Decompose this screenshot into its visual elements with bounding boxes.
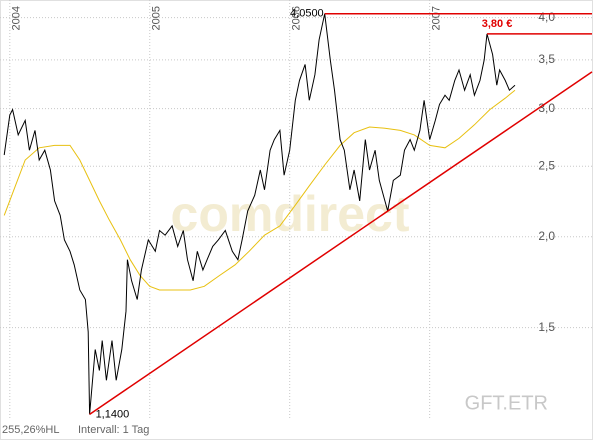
y-tick-label: 3,0: [538, 101, 555, 115]
y-tick-label: 3,5: [538, 52, 555, 66]
x-tick-label: 2007: [431, 6, 443, 30]
watermark: comdirect: [171, 186, 410, 242]
x-tick-label: 2006: [291, 6, 303, 30]
annotation: 3,80 €: [482, 18, 513, 30]
price-line: [3, 13, 516, 415]
x-tick-label: 2005: [151, 6, 163, 30]
footer-range: 255,26%HL: [2, 424, 60, 436]
y-tick-label: 4,0: [538, 10, 555, 24]
footer-interval: Intervall: 1 Tag: [78, 424, 149, 436]
y-tick-label: 2,0: [538, 229, 555, 243]
price-line: [3, 89, 516, 291]
x-tick-label: 2004: [11, 6, 23, 30]
y-tick-label: 1,5: [538, 320, 555, 334]
y-tick-label: 2,5: [538, 158, 555, 172]
annotation: 1,1400: [96, 408, 130, 420]
trend-line: [89, 71, 593, 416]
annotation: 4,0500: [290, 8, 324, 20]
symbol: GFT.ETR: [465, 392, 548, 414]
